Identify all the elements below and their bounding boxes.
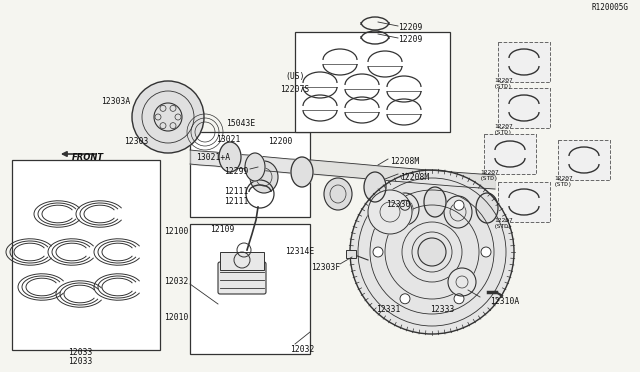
Circle shape	[350, 170, 514, 334]
Circle shape	[454, 200, 464, 210]
Text: R120005G: R120005G	[591, 3, 628, 12]
Text: 12111: 12111	[223, 198, 248, 206]
Text: 12314E: 12314E	[285, 247, 314, 257]
Ellipse shape	[391, 193, 419, 225]
Circle shape	[373, 247, 383, 257]
Bar	[498, 42, 550, 82]
Ellipse shape	[444, 196, 472, 228]
Bar	[498, 88, 550, 128]
Circle shape	[132, 81, 204, 153]
Text: 12208M: 12208M	[390, 157, 419, 167]
Bar	[12, 160, 160, 350]
Ellipse shape	[219, 142, 241, 172]
Text: 12100: 12100	[164, 228, 188, 237]
Text: 12303: 12303	[124, 138, 148, 147]
Ellipse shape	[245, 153, 265, 181]
Bar	[558, 140, 610, 180]
Text: 12299: 12299	[223, 167, 248, 176]
FancyBboxPatch shape	[218, 262, 266, 294]
Bar	[484, 134, 536, 174]
Circle shape	[368, 190, 412, 234]
Text: 12209: 12209	[398, 35, 422, 45]
Bar	[498, 182, 550, 222]
Text: 12207
(STD): 12207 (STD)	[554, 176, 573, 187]
Circle shape	[400, 294, 410, 304]
Text: 12207
(STD): 12207 (STD)	[494, 124, 513, 135]
Circle shape	[400, 200, 410, 210]
Text: 12200: 12200	[268, 138, 292, 147]
Text: 12207S: 12207S	[280, 84, 310, 93]
Text: 12032: 12032	[164, 278, 188, 286]
Bar	[295, 32, 450, 132]
Text: (US): (US)	[285, 73, 305, 81]
Text: 15043E: 15043E	[226, 119, 255, 128]
Text: 12333: 12333	[430, 305, 454, 314]
Circle shape	[481, 247, 491, 257]
Ellipse shape	[291, 157, 313, 187]
Text: 12331: 12331	[376, 305, 400, 314]
Text: FRONT: FRONT	[72, 153, 104, 162]
Text: 12207
(STD): 12207 (STD)	[494, 218, 513, 229]
Text: 12109: 12109	[210, 225, 234, 234]
Ellipse shape	[364, 172, 386, 202]
Text: 12033: 12033	[68, 357, 92, 366]
Bar	[346, 250, 356, 258]
Text: 12033: 12033	[68, 348, 92, 357]
Circle shape	[454, 294, 464, 304]
Text: 12330: 12330	[386, 200, 410, 209]
Ellipse shape	[424, 187, 446, 217]
Circle shape	[448, 268, 476, 296]
Text: 12207
(STD): 12207 (STD)	[480, 170, 499, 181]
Text: 12310A: 12310A	[490, 298, 519, 307]
Ellipse shape	[476, 193, 498, 223]
Text: 12208M: 12208M	[400, 173, 429, 182]
Text: 12010: 12010	[164, 312, 188, 321]
Bar	[190, 224, 310, 354]
Text: 12207
(STD): 12207 (STD)	[494, 78, 513, 89]
Bar	[190, 132, 310, 217]
Text: 12303F: 12303F	[311, 263, 340, 272]
Ellipse shape	[250, 161, 278, 193]
Text: 13021+A: 13021+A	[196, 153, 230, 161]
Text: 12032: 12032	[290, 346, 314, 355]
Text: 13021: 13021	[216, 135, 240, 144]
Text: 12303A: 12303A	[100, 97, 130, 106]
Text: 12111: 12111	[223, 187, 248, 196]
Circle shape	[418, 238, 446, 266]
Bar	[220, 252, 264, 270]
Ellipse shape	[324, 178, 352, 210]
Text: 12209: 12209	[398, 23, 422, 32]
